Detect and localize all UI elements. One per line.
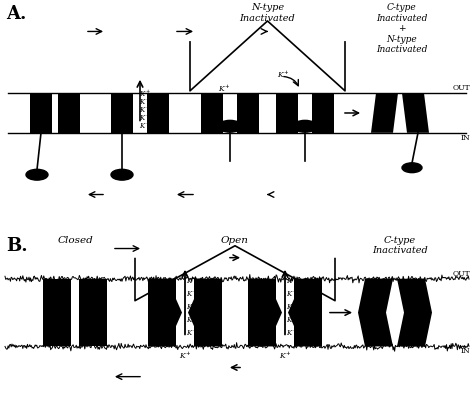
Text: OUT: OUT — [452, 84, 470, 92]
Polygon shape — [358, 279, 393, 347]
Text: K$^+$: K$^+$ — [218, 83, 230, 94]
Text: A.: A. — [6, 5, 27, 22]
Polygon shape — [188, 279, 222, 347]
Text: C-type
Inactivated: C-type Inactivated — [372, 236, 428, 255]
Text: K$^+$: K$^+$ — [139, 121, 151, 131]
Bar — [276, 93, 298, 133]
Text: K$^+$: K$^+$ — [286, 275, 298, 286]
Bar — [43, 279, 71, 347]
Text: OUT: OUT — [452, 270, 470, 278]
Ellipse shape — [111, 169, 133, 180]
Bar — [147, 93, 169, 133]
Polygon shape — [402, 93, 429, 133]
Text: K$^+$: K$^+$ — [286, 314, 298, 325]
Text: N-type
Inactivated: N-type Inactivated — [240, 3, 295, 23]
Text: K$^+$: K$^+$ — [139, 97, 151, 107]
Polygon shape — [397, 279, 432, 347]
Ellipse shape — [218, 120, 242, 132]
Text: K$^+$: K$^+$ — [139, 89, 151, 99]
Polygon shape — [371, 93, 398, 133]
Text: K$^+$: K$^+$ — [179, 349, 191, 361]
Text: C-type
Inactivated
+
N-type
Inactivated: C-type Inactivated + N-type Inactivated — [376, 3, 428, 54]
Text: K$^+$: K$^+$ — [186, 314, 198, 325]
Bar — [79, 279, 107, 347]
Ellipse shape — [402, 163, 422, 173]
Text: K$^+$: K$^+$ — [139, 113, 151, 123]
Bar — [312, 93, 334, 133]
Text: IN: IN — [460, 134, 470, 142]
Bar — [201, 93, 223, 133]
Polygon shape — [248, 279, 282, 347]
Ellipse shape — [26, 169, 48, 180]
Text: K$^+$: K$^+$ — [286, 302, 298, 312]
Text: B.: B. — [6, 237, 27, 255]
Bar — [58, 93, 80, 133]
Polygon shape — [148, 279, 182, 347]
Text: K$^+$: K$^+$ — [186, 327, 198, 338]
Bar — [111, 93, 133, 133]
Text: K$^+$: K$^+$ — [286, 288, 298, 299]
Text: K$^+$: K$^+$ — [276, 69, 290, 80]
Text: K$^+$: K$^+$ — [186, 288, 198, 299]
Polygon shape — [288, 279, 322, 347]
Text: K$^+$: K$^+$ — [186, 302, 198, 312]
Text: K$^+$: K$^+$ — [186, 275, 198, 286]
Ellipse shape — [293, 120, 317, 132]
Bar — [30, 93, 52, 133]
Text: K$^+$: K$^+$ — [279, 349, 292, 361]
Text: K$^+$: K$^+$ — [139, 105, 151, 115]
Text: K$^+$: K$^+$ — [286, 327, 298, 338]
Text: IN: IN — [460, 347, 470, 355]
Text: Open: Open — [221, 236, 249, 245]
Bar — [237, 93, 259, 133]
Text: Closed: Closed — [57, 236, 93, 245]
